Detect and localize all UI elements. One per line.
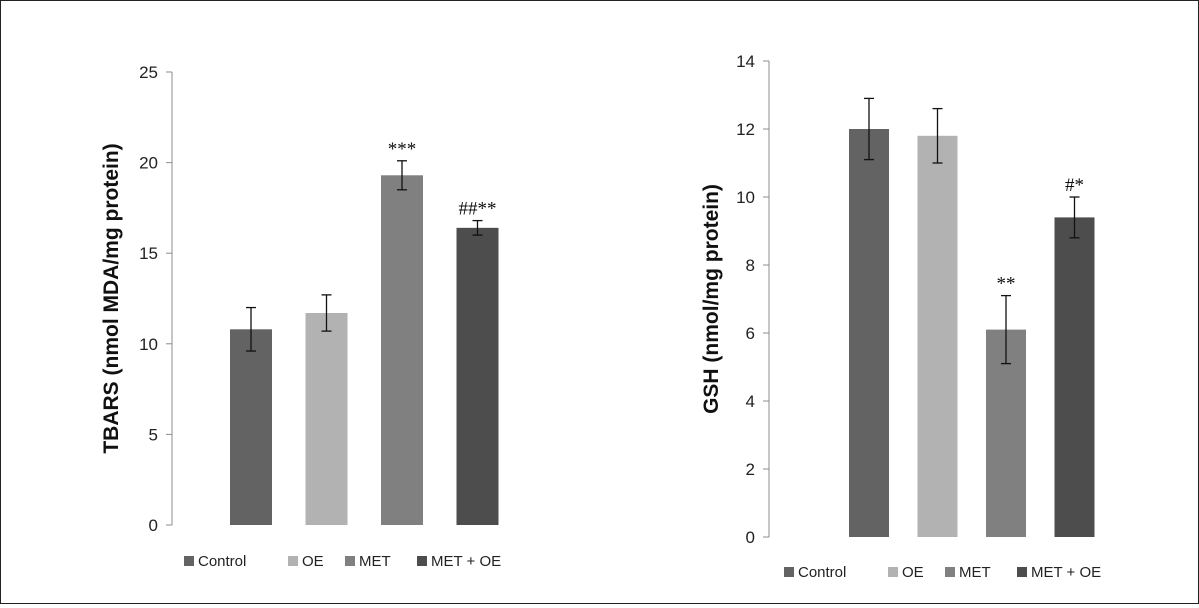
legend-swatch — [784, 567, 794, 577]
legend-entry-label: MET — [359, 553, 391, 570]
y-tick-label: 12 — [736, 120, 755, 139]
bar — [917, 135, 958, 538]
legend-entry-label: MET + OE — [1031, 564, 1101, 581]
y-tick-label: 20 — [139, 154, 158, 173]
legend-swatch — [1017, 567, 1027, 577]
y-tick-label: 6 — [746, 324, 755, 343]
y-tick-label: 15 — [139, 244, 158, 263]
bar — [305, 312, 348, 525]
significance-annotation: *** — [388, 139, 417, 160]
significance-annotation: ##** — [459, 199, 497, 220]
tbars-chart: 0 5 10 15 20 25 TBARS (nmol MDA/mg protein) ***… — [100, 63, 501, 570]
legend-swatch — [888, 567, 898, 577]
legend-swatch — [417, 556, 427, 566]
bar — [456, 227, 499, 525]
significance-annotation: #* — [1065, 175, 1084, 196]
legend-entry-label: OE — [302, 553, 324, 570]
y-tick-label: 10 — [736, 188, 755, 207]
legend-swatch — [184, 556, 194, 566]
legend-entry-label: MET — [959, 564, 991, 581]
legend-swatch — [345, 556, 355, 566]
y-tick-label: 0 — [746, 528, 755, 547]
legend-entry-label: Control — [198, 553, 246, 570]
y-tick-label: 14 — [736, 52, 755, 71]
bar — [849, 129, 889, 537]
y-tick-label: 0 — [149, 516, 158, 535]
y-tick-label: 8 — [746, 256, 755, 275]
y-tick-label: 5 — [149, 425, 158, 444]
y-axis-title: TBARS (nmol MDA/mg protein) — [100, 143, 123, 453]
y-tick-label: 25 — [139, 63, 158, 82]
bar — [381, 175, 423, 525]
y-tick-label: 4 — [746, 392, 755, 411]
y-tick-label: 2 — [746, 460, 755, 479]
legend-entry-label: OE — [902, 564, 924, 581]
legend-swatch — [945, 567, 955, 577]
significance-annotation: ** — [997, 274, 1016, 295]
legend-entry-label: MET + OE — [431, 553, 501, 570]
bar — [1054, 217, 1095, 537]
y-axis-title: GSH (nmol/mg protein) — [700, 184, 723, 414]
legend-entry-label: Control — [798, 564, 846, 581]
bar — [230, 329, 272, 525]
legend-swatch — [288, 556, 298, 566]
gsh-chart: 0 2 4 6 8 10 12 14 GSH (nmol/mg protein) ** #* Cont… — [700, 52, 1101, 581]
y-tick-label: 10 — [139, 335, 158, 354]
